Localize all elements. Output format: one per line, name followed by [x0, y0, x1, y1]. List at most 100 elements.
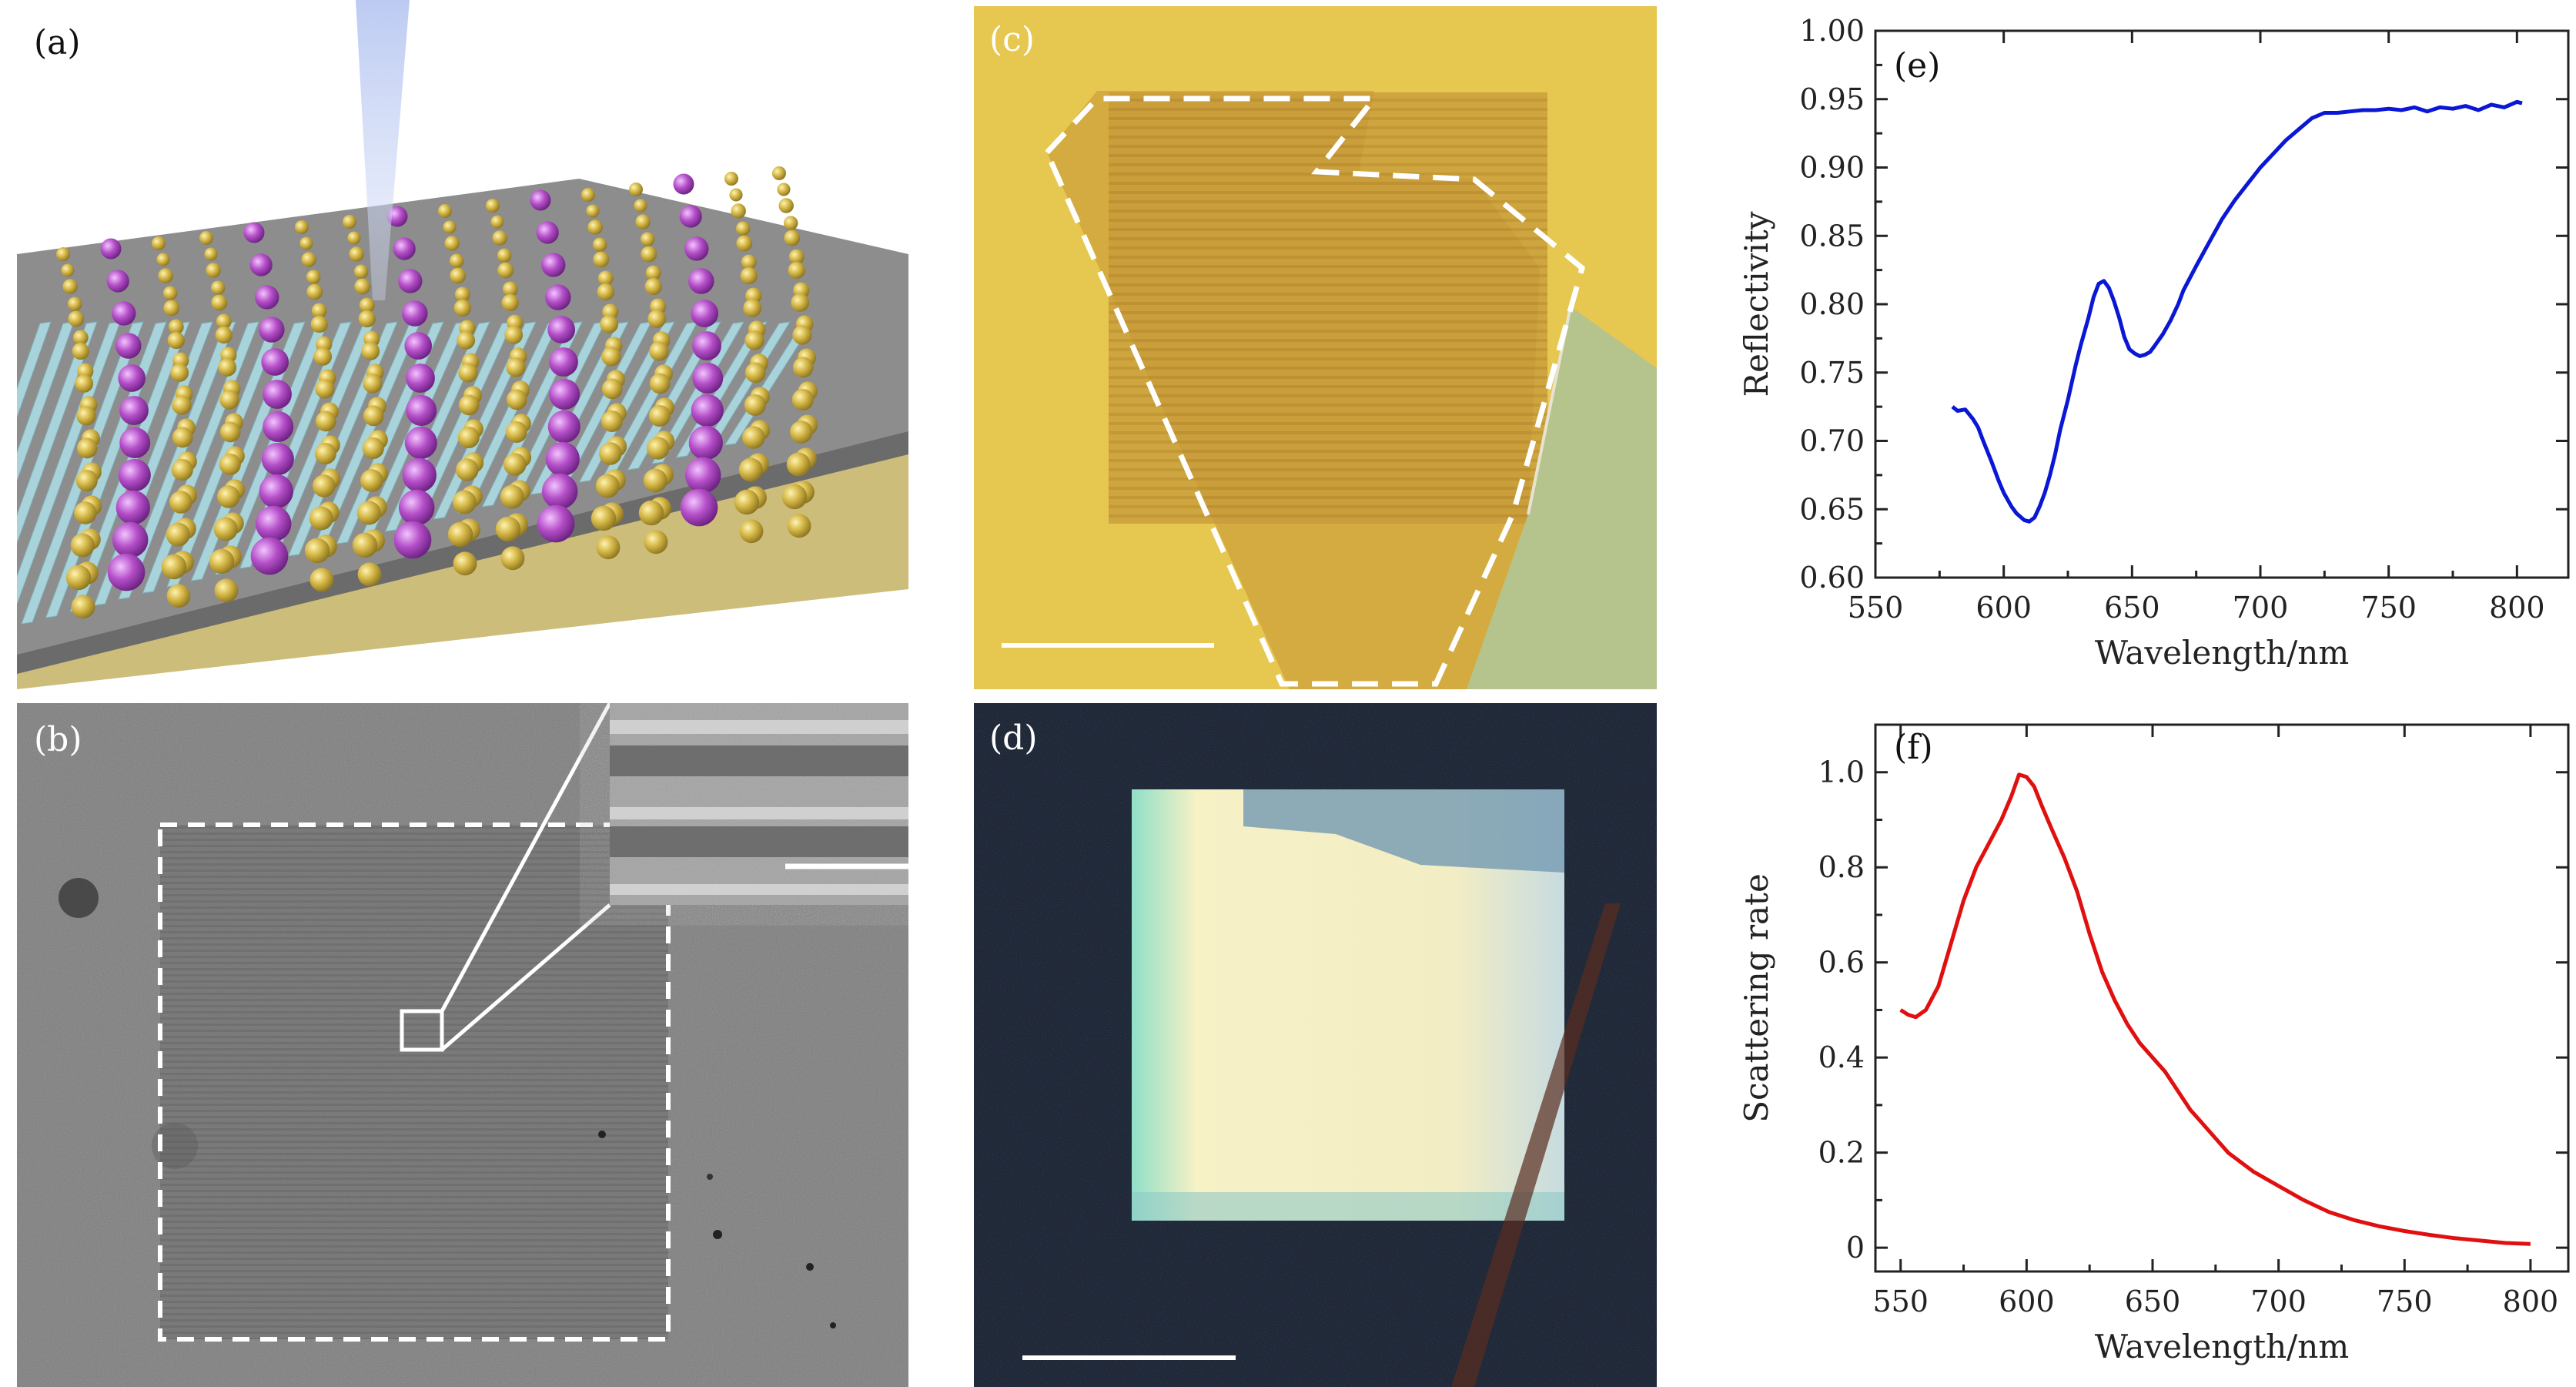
atom-gold — [218, 358, 237, 377]
atom-gold — [731, 203, 746, 219]
atom-gold — [301, 252, 316, 267]
atom-purple — [684, 236, 709, 261]
atom-purple — [112, 521, 149, 558]
atom-purple — [249, 253, 273, 276]
optical-image — [974, 6, 1657, 689]
atom-gold — [786, 452, 811, 477]
x-tick-label: 750 — [2377, 1285, 2433, 1318]
atom-purple — [107, 553, 146, 591]
atom-gold — [597, 283, 614, 301]
atom-gold — [490, 215, 504, 229]
x-tick-label: 600 — [1975, 591, 2032, 625]
dashed-region-outline — [158, 822, 671, 1342]
atom-gold — [309, 568, 334, 592]
atom-gold — [777, 183, 791, 196]
atom-gold — [790, 420, 813, 444]
atom-gold — [788, 261, 805, 280]
atom-gold — [457, 426, 480, 449]
atom-gold — [791, 293, 810, 312]
atom-purple — [549, 379, 580, 410]
atom-gold — [210, 280, 226, 295]
atom-gold — [649, 373, 671, 394]
atom-gold — [778, 198, 794, 213]
atom-purple — [692, 331, 721, 360]
atom-gold — [363, 374, 383, 394]
atom-gold — [492, 230, 507, 246]
atom-gold — [506, 357, 526, 377]
atom-purple — [100, 238, 122, 260]
atom-gold — [443, 220, 457, 234]
atom-gold — [213, 517, 238, 541]
atom-gold — [62, 279, 78, 294]
panel-label-b: (b) — [34, 720, 82, 759]
atom-gold — [204, 247, 218, 261]
panel-label-c: (c) — [989, 20, 1035, 59]
atom-gold — [601, 347, 621, 367]
atom-gold — [456, 458, 479, 481]
atom-gold — [75, 374, 94, 393]
panel-label-d: (d) — [989, 719, 1038, 758]
grating-region — [160, 825, 668, 1339]
atom-purple — [404, 332, 433, 360]
atom-gold — [450, 267, 467, 284]
atom-gold — [452, 490, 477, 514]
atom-gold — [315, 410, 336, 432]
atom-gold — [65, 565, 92, 591]
atom-gold — [315, 379, 335, 399]
atom-purple — [549, 347, 578, 377]
y-axis-title: Scattering rate — [1738, 873, 1775, 1123]
panel-d: (d) — [974, 703, 1657, 1387]
x-tick-label: 650 — [2125, 1285, 2181, 1318]
atom-purple — [261, 442, 294, 476]
atom-gold — [166, 584, 191, 608]
atom-gold — [449, 253, 464, 268]
atom-gold — [458, 363, 478, 383]
atom-gold — [647, 437, 670, 460]
plot-frame — [1874, 29, 2570, 579]
panel-label-f: (f) — [1894, 728, 1933, 767]
atom-gold — [357, 562, 382, 587]
atom-gold — [643, 468, 667, 493]
x-tick-label: 700 — [2250, 1285, 2307, 1318]
atom-purple — [541, 473, 578, 510]
atom-gold — [742, 426, 765, 449]
atom-gold — [72, 330, 89, 346]
atom-gold — [788, 249, 805, 265]
atom-gold — [295, 220, 309, 234]
atom-gold — [209, 548, 235, 575]
laser-beam-icon — [356, 0, 410, 300]
atom-purple — [398, 269, 423, 293]
dashed-flake-outline — [1043, 95, 1585, 687]
atom-gold — [597, 270, 614, 286]
atom-gold — [216, 313, 232, 330]
atom-purple — [688, 268, 714, 294]
panel-b: (b) — [17, 703, 908, 1387]
atom-gold — [724, 172, 738, 186]
y-tick-label: 1.0 — [1818, 755, 1865, 789]
atom-gold — [457, 331, 476, 350]
atom-gold — [158, 268, 173, 283]
atom-gold — [645, 265, 661, 281]
y-tick-label: 0.70 — [1799, 424, 1865, 458]
atom-gold — [67, 296, 82, 311]
atom-gold — [783, 216, 798, 230]
atom-purple — [402, 457, 437, 493]
x-tick-label: 700 — [2233, 591, 2289, 625]
atom-gold — [744, 330, 764, 350]
atom-gold — [359, 297, 375, 313]
x-tick-label: 800 — [2503, 1285, 2559, 1318]
atom-gold — [734, 489, 760, 515]
atom-gold — [741, 254, 757, 270]
atom-purple — [691, 394, 724, 427]
atom-purple — [530, 189, 551, 211]
atom-gold — [70, 533, 95, 558]
grating-bar — [17, 321, 98, 544]
atom-gold — [362, 437, 384, 460]
atom-gold — [356, 501, 381, 525]
atom-purple — [536, 221, 559, 244]
atom-gold — [735, 221, 751, 236]
atom-purple — [688, 425, 723, 461]
atom-purple — [545, 441, 580, 477]
atom-gold — [736, 235, 753, 252]
atom-gold — [596, 535, 621, 560]
